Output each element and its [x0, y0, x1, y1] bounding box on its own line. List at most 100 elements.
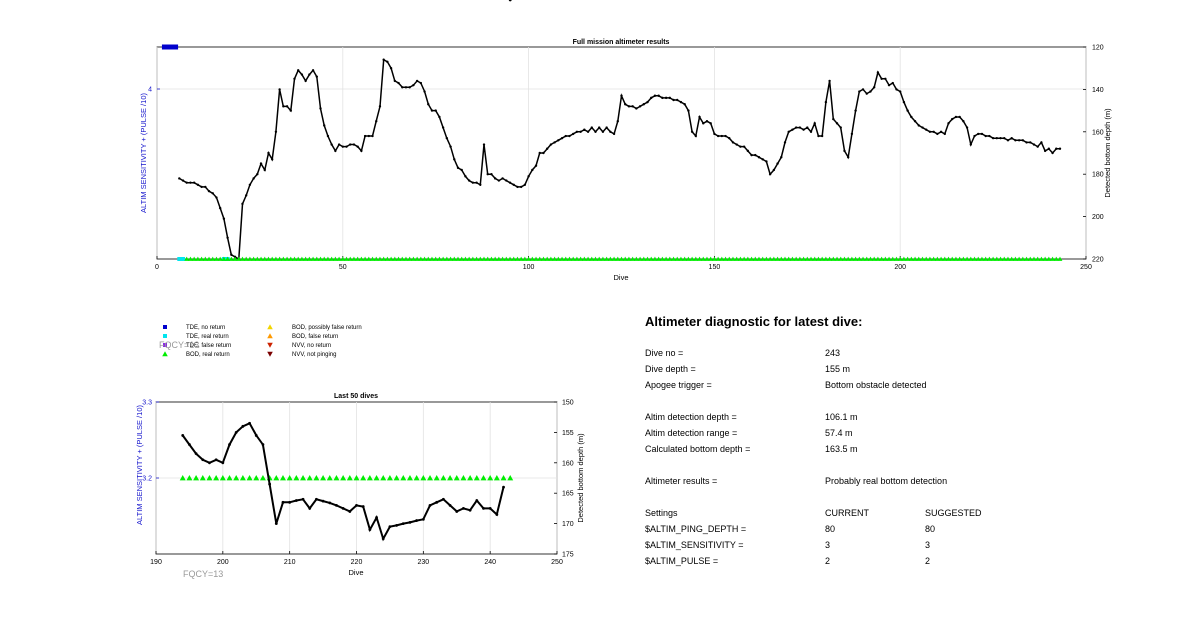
bottom-depth-point	[241, 424, 245, 428]
bod-real-return-marker	[295, 256, 301, 261]
top-depth-point	[902, 100, 906, 104]
top-depth-point	[467, 179, 471, 182]
tde-no-return-marker	[173, 44, 179, 50]
bod-real-return-marker	[492, 256, 498, 261]
top-depth-point	[895, 88, 898, 91]
bod-real-return-marker	[879, 256, 885, 261]
top-depth-point	[705, 120, 709, 123]
fqcy-label: FQCY=13	[183, 569, 223, 579]
diag-value-altimeter-results: Probably real bottom detection	[825, 476, 948, 486]
bottom-depth-point	[308, 507, 312, 510]
bod-real-return-marker	[778, 256, 784, 261]
top-depth-point	[304, 79, 307, 83]
bottom-depth-point	[221, 461, 225, 465]
setting-suggested-ping-depth: 80	[925, 524, 936, 534]
bod-real-return-marker	[373, 256, 379, 261]
bod-real-return-marker	[578, 256, 584, 261]
top-depth-point	[1006, 139, 1010, 142]
bod-real-return-marker	[667, 256, 673, 261]
top-depth-point	[657, 94, 660, 97]
top-depth-point	[471, 181, 475, 184]
bod-real-return-marker	[306, 256, 312, 261]
bod-real-return-marker	[489, 256, 494, 261]
bod-real-return-marker	[942, 256, 948, 261]
top-depth-point	[1055, 147, 1058, 150]
top-depth-point	[200, 185, 203, 189]
bod-real-return-marker	[347, 256, 353, 261]
top-depth-point	[754, 153, 757, 157]
bod-real-return-marker	[518, 256, 524, 261]
top-depth-point	[939, 130, 943, 133]
bod-real-return-marker	[656, 256, 662, 261]
top-chart-grid	[156, 47, 1087, 259]
top-depth-point	[181, 179, 185, 182]
bod-real-return-marker	[1027, 256, 1033, 261]
top-depth-point	[308, 73, 311, 76]
bod-real-return-marker	[381, 256, 387, 261]
top-depth-point	[586, 130, 590, 133]
bod-real-return-marker	[607, 256, 613, 261]
top-depth-point	[772, 168, 776, 172]
bottom-depth-point	[181, 434, 185, 437]
top-depth-point	[794, 126, 798, 129]
top-depth-point	[244, 194, 248, 197]
legend-label: BOD, possibly false return	[292, 325, 362, 331]
top-depth-point	[739, 145, 742, 148]
bod-real-return-marker	[797, 256, 803, 261]
top-depth-point	[274, 130, 278, 133]
top-depth-point	[598, 126, 601, 129]
bod-real-return-marker	[738, 256, 743, 261]
bod-real-return-marker	[507, 475, 514, 481]
bod-real-return-marker	[689, 256, 695, 261]
top-depth-point	[709, 122, 712, 125]
bod-real-return-marker	[360, 475, 367, 481]
bod-real-return-marker	[1009, 256, 1015, 261]
bottom-depth-point	[228, 443, 231, 446]
settings-header-suggested: SUGGESTED	[925, 508, 982, 518]
bod-real-return-marker	[355, 256, 361, 261]
top-depth-point	[683, 103, 686, 106]
bod-real-return-marker	[604, 256, 610, 261]
bod-real-return-marker	[890, 256, 896, 261]
top-depth-point	[988, 134, 991, 138]
top-depth-point	[742, 145, 746, 148]
top-depth-point	[913, 120, 917, 123]
bod-real-return-marker	[875, 256, 881, 261]
bottom-right-y-tick-label: 155	[562, 430, 574, 437]
top-depth-point	[371, 134, 374, 138]
top-depth-point	[363, 134, 367, 138]
bod-real-return-marker	[593, 256, 598, 261]
top-depth-point	[378, 105, 382, 108]
top-chart-left-ylabel: ALTIM SENSITIVITY + (PULSE /10)	[139, 93, 148, 213]
bod-real-return-marker	[418, 256, 424, 261]
top-depth-point	[575, 130, 579, 133]
bod-real-return-marker	[299, 256, 305, 261]
bod-real-return-marker	[353, 475, 360, 481]
bod-real-return-marker	[225, 256, 231, 261]
diag-value-altim-detection-range: 57.4 m	[825, 428, 853, 438]
bod-real-return-marker	[938, 256, 944, 261]
bod-real-return-marker	[793, 256, 799, 261]
bod-real-return-marker	[239, 475, 246, 481]
bottom-status-markers	[179, 475, 514, 481]
bottom-depth-point	[188, 443, 191, 446]
top-depth-point	[534, 164, 538, 167]
bottom-depth-point	[495, 513, 499, 516]
bod-real-return-marker	[871, 256, 877, 261]
bod-real-return-marker	[652, 256, 658, 261]
top-depth-point	[300, 73, 304, 76]
bod-real-return-marker	[968, 256, 974, 261]
legend-marker	[267, 351, 273, 357]
bottom-depth-point	[361, 505, 365, 508]
top-depth-point	[1036, 145, 1039, 148]
top-depth-point	[910, 115, 913, 119]
bod-real-return-marker	[453, 475, 460, 481]
top-depth-point	[936, 132, 939, 136]
bod-real-return-marker	[451, 256, 457, 261]
bod-real-return-marker	[916, 256, 922, 261]
top-depth-point	[828, 79, 831, 83]
top-depth-point	[482, 143, 486, 146]
bod-real-return-marker	[199, 475, 206, 481]
top-depth-point	[783, 141, 787, 144]
bod-real-return-marker	[221, 256, 227, 261]
